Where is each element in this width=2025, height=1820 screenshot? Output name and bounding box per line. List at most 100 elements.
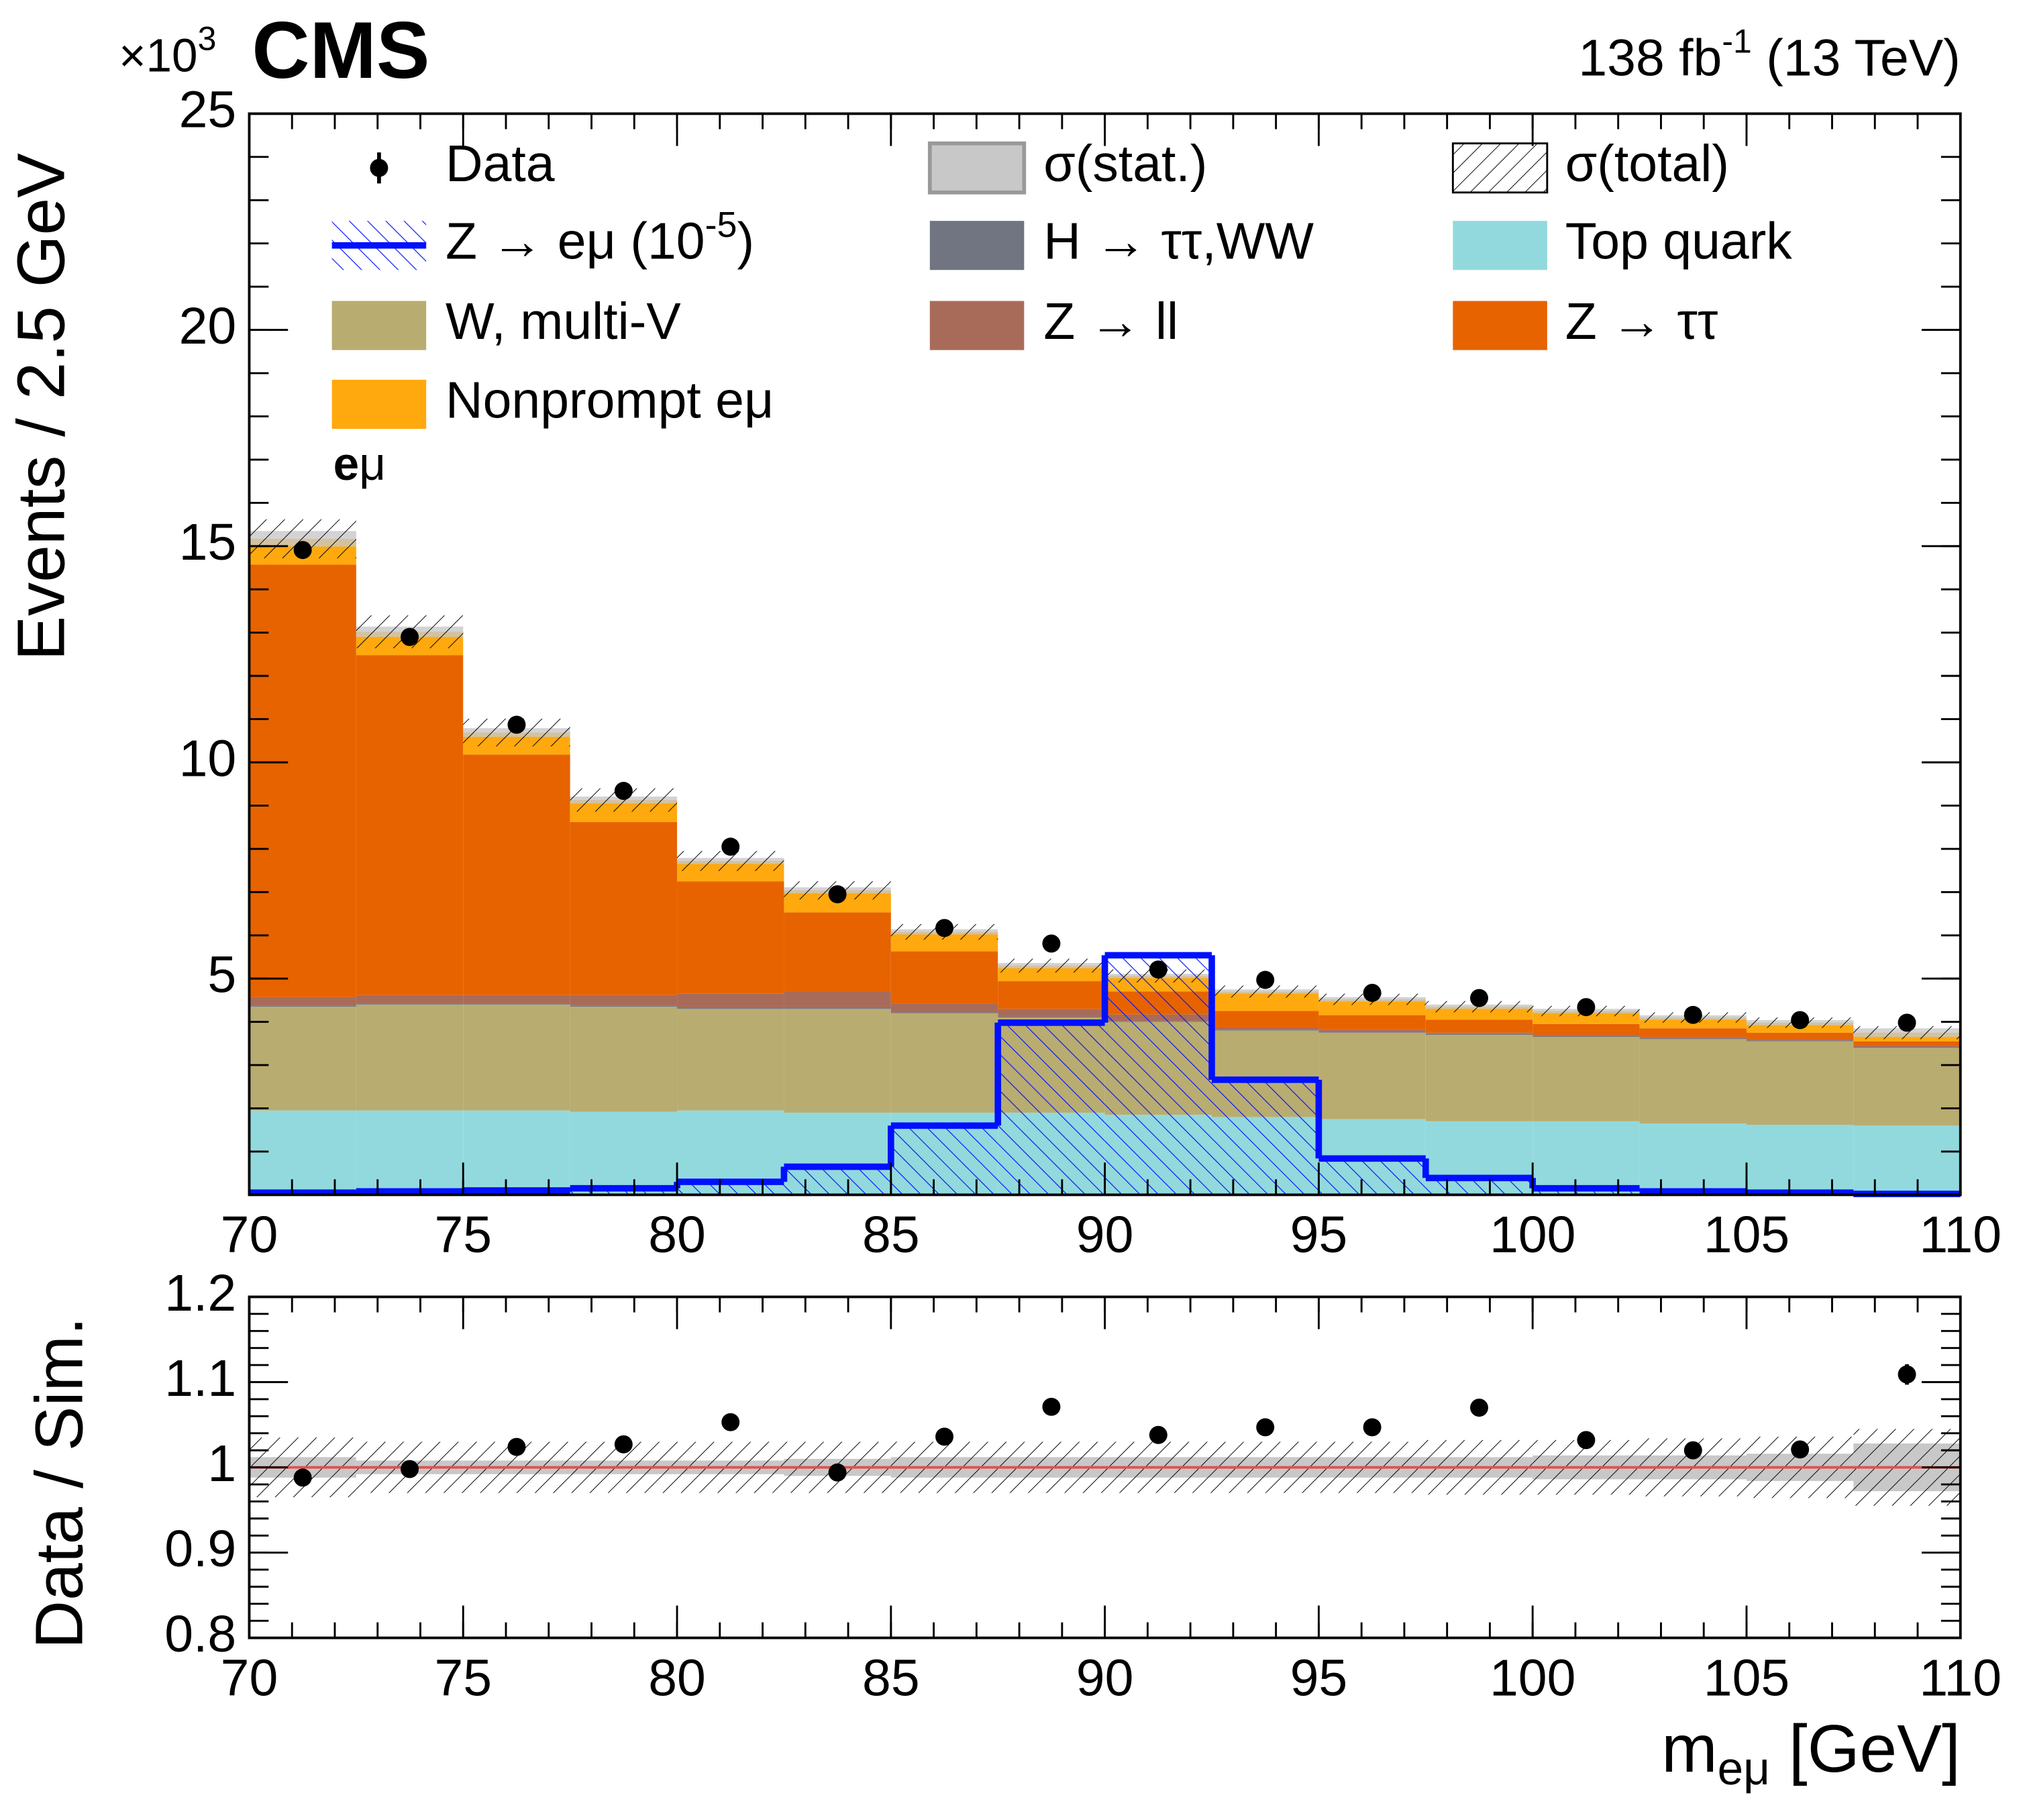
- data-point: [1683, 1005, 1702, 1024]
- ratio-y-axis-label: Data / Sim.: [22, 1317, 97, 1649]
- ratio-point: [1683, 1441, 1702, 1460]
- chart-title: CMS: [252, 6, 429, 95]
- stack-segment: [1425, 1032, 1533, 1034]
- x-tick-label: 80: [648, 1206, 706, 1264]
- ratio-point: [293, 1468, 312, 1487]
- main-panel: 5 10 15 20 25 70 75 80 85 90 95 100 105 110 Data σ(stat…: [179, 81, 2002, 1264]
- lumi-b: (13 TeV): [1752, 30, 1961, 87]
- signal-fill: [890, 1125, 998, 1195]
- y-tick-label: 1.2: [164, 1264, 236, 1322]
- legend-swatch: [331, 379, 427, 429]
- legend-swatch: [929, 301, 1025, 350]
- ratio-point: [721, 1413, 740, 1431]
- stack-segment: [1746, 1125, 1854, 1195]
- channel-e: e: [333, 438, 360, 490]
- stack-segment: [570, 1007, 678, 1112]
- stack-segment: [1533, 1034, 1640, 1036]
- stack-segment: [890, 1003, 998, 1013]
- x-tick-label: 70: [221, 1206, 278, 1264]
- lumi-label: 138 fb-1 (13 TeV): [1578, 23, 1960, 87]
- legend-label-part: -5: [705, 205, 737, 245]
- stack-segment: [1746, 1041, 1854, 1125]
- data-point: [1791, 1011, 1810, 1029]
- stack-segment: [1212, 1027, 1319, 1030]
- stack-segment: [1853, 1048, 1961, 1126]
- y-tick-label: 1.1: [164, 1350, 236, 1407]
- x-tick-label: 95: [1290, 1649, 1348, 1707]
- stack-segment: [463, 1110, 570, 1195]
- data-point: [614, 782, 633, 801]
- stack-segment: [249, 997, 356, 1006]
- stack-segment: [1746, 1032, 1854, 1040]
- legend-label: W, multi-V: [446, 293, 681, 350]
- stack-segment: [356, 655, 464, 995]
- stack-segment: [1639, 1028, 1747, 1038]
- stack-segment: [463, 754, 570, 995]
- stack-segment: [1746, 1039, 1854, 1041]
- ratio-point: [1470, 1399, 1488, 1417]
- ratio-point: [1577, 1431, 1596, 1450]
- stack-segment: [784, 1008, 891, 1009]
- stack-segment: [890, 1012, 998, 1013]
- ratio-panel: 0.8 0.9 1 1.1 1.2 70 75 80 85 90 95 100 105 110: [164, 1264, 2002, 1707]
- stack-segment: [1212, 1029, 1319, 1031]
- signal-fill: [998, 1022, 1105, 1195]
- stack-segment: [677, 1009, 784, 1111]
- x-tick-label: 95: [1290, 1206, 1348, 1264]
- data-point: [935, 919, 954, 938]
- signal-fill: [1533, 1188, 1640, 1195]
- x-label-m: m: [1661, 1711, 1717, 1786]
- stack-segment: [570, 821, 678, 995]
- legend-label: σ(total): [1565, 136, 1729, 193]
- stack-segment: [890, 1013, 998, 1113]
- stack-segment: [1425, 1034, 1533, 1121]
- legend-label-part: Z → ll: [1043, 293, 1178, 350]
- ratio-point: [507, 1437, 526, 1456]
- legend-label: Z → eμ (10-5): [446, 205, 754, 270]
- ratio-point: [614, 1435, 633, 1454]
- stack-segment: [249, 1110, 356, 1195]
- signal-fill: [1318, 1158, 1426, 1195]
- channel-mu: μ: [359, 438, 386, 490]
- data-point: [828, 885, 847, 904]
- x-tick-label: 85: [862, 1206, 920, 1264]
- legend-label: Top quark: [1565, 213, 1793, 270]
- x-tick-label: 90: [1076, 1649, 1134, 1707]
- stack-segment: [356, 1004, 464, 1111]
- stack-segment: [1853, 1125, 1961, 1195]
- legend-swatch: [331, 301, 427, 350]
- stack-segment: [356, 1110, 464, 1195]
- lumi-a: 138 fb: [1578, 30, 1722, 87]
- signal-fill: [1212, 1079, 1319, 1195]
- y-tick-label: 0.8: [164, 1605, 236, 1663]
- data-point: [507, 715, 526, 734]
- stack-segment: [463, 995, 570, 1004]
- stack-segment: [677, 993, 784, 1009]
- y-tick-label: 25: [179, 81, 237, 139]
- stack-segment: [1425, 1019, 1533, 1033]
- stack-segment: [463, 1004, 570, 1111]
- stack-segment: [1318, 1029, 1426, 1032]
- legend-swatch: [927, 141, 1027, 195]
- data-point: [1363, 983, 1382, 1002]
- ratio-point: [935, 1427, 954, 1446]
- legend-label-part: Data: [446, 136, 555, 193]
- stack-segment: [998, 981, 1105, 1009]
- stack-segment: [784, 991, 891, 1009]
- data-point: [1470, 989, 1488, 1007]
- legend-swatch: [1453, 301, 1547, 350]
- stack-segment: [249, 1005, 356, 1007]
- lumi-exp: -1: [1722, 23, 1752, 60]
- legend-label-part: Z → eμ (10: [446, 213, 705, 270]
- stack-segment: [1318, 1015, 1426, 1030]
- stack-segment: [1533, 1037, 1640, 1121]
- stack-segment: [570, 1005, 678, 1007]
- x-tick-label: 100: [1490, 1206, 1575, 1264]
- ratio-point: [1042, 1397, 1061, 1416]
- y-tick-label: 5: [207, 946, 236, 1004]
- ratio-point: [1791, 1440, 1810, 1459]
- x-tick-label: 75: [434, 1206, 492, 1264]
- stack-segment: [1639, 1038, 1747, 1040]
- legend-label: Z → ττ: [1565, 293, 1718, 350]
- stack-segment: [249, 1007, 356, 1111]
